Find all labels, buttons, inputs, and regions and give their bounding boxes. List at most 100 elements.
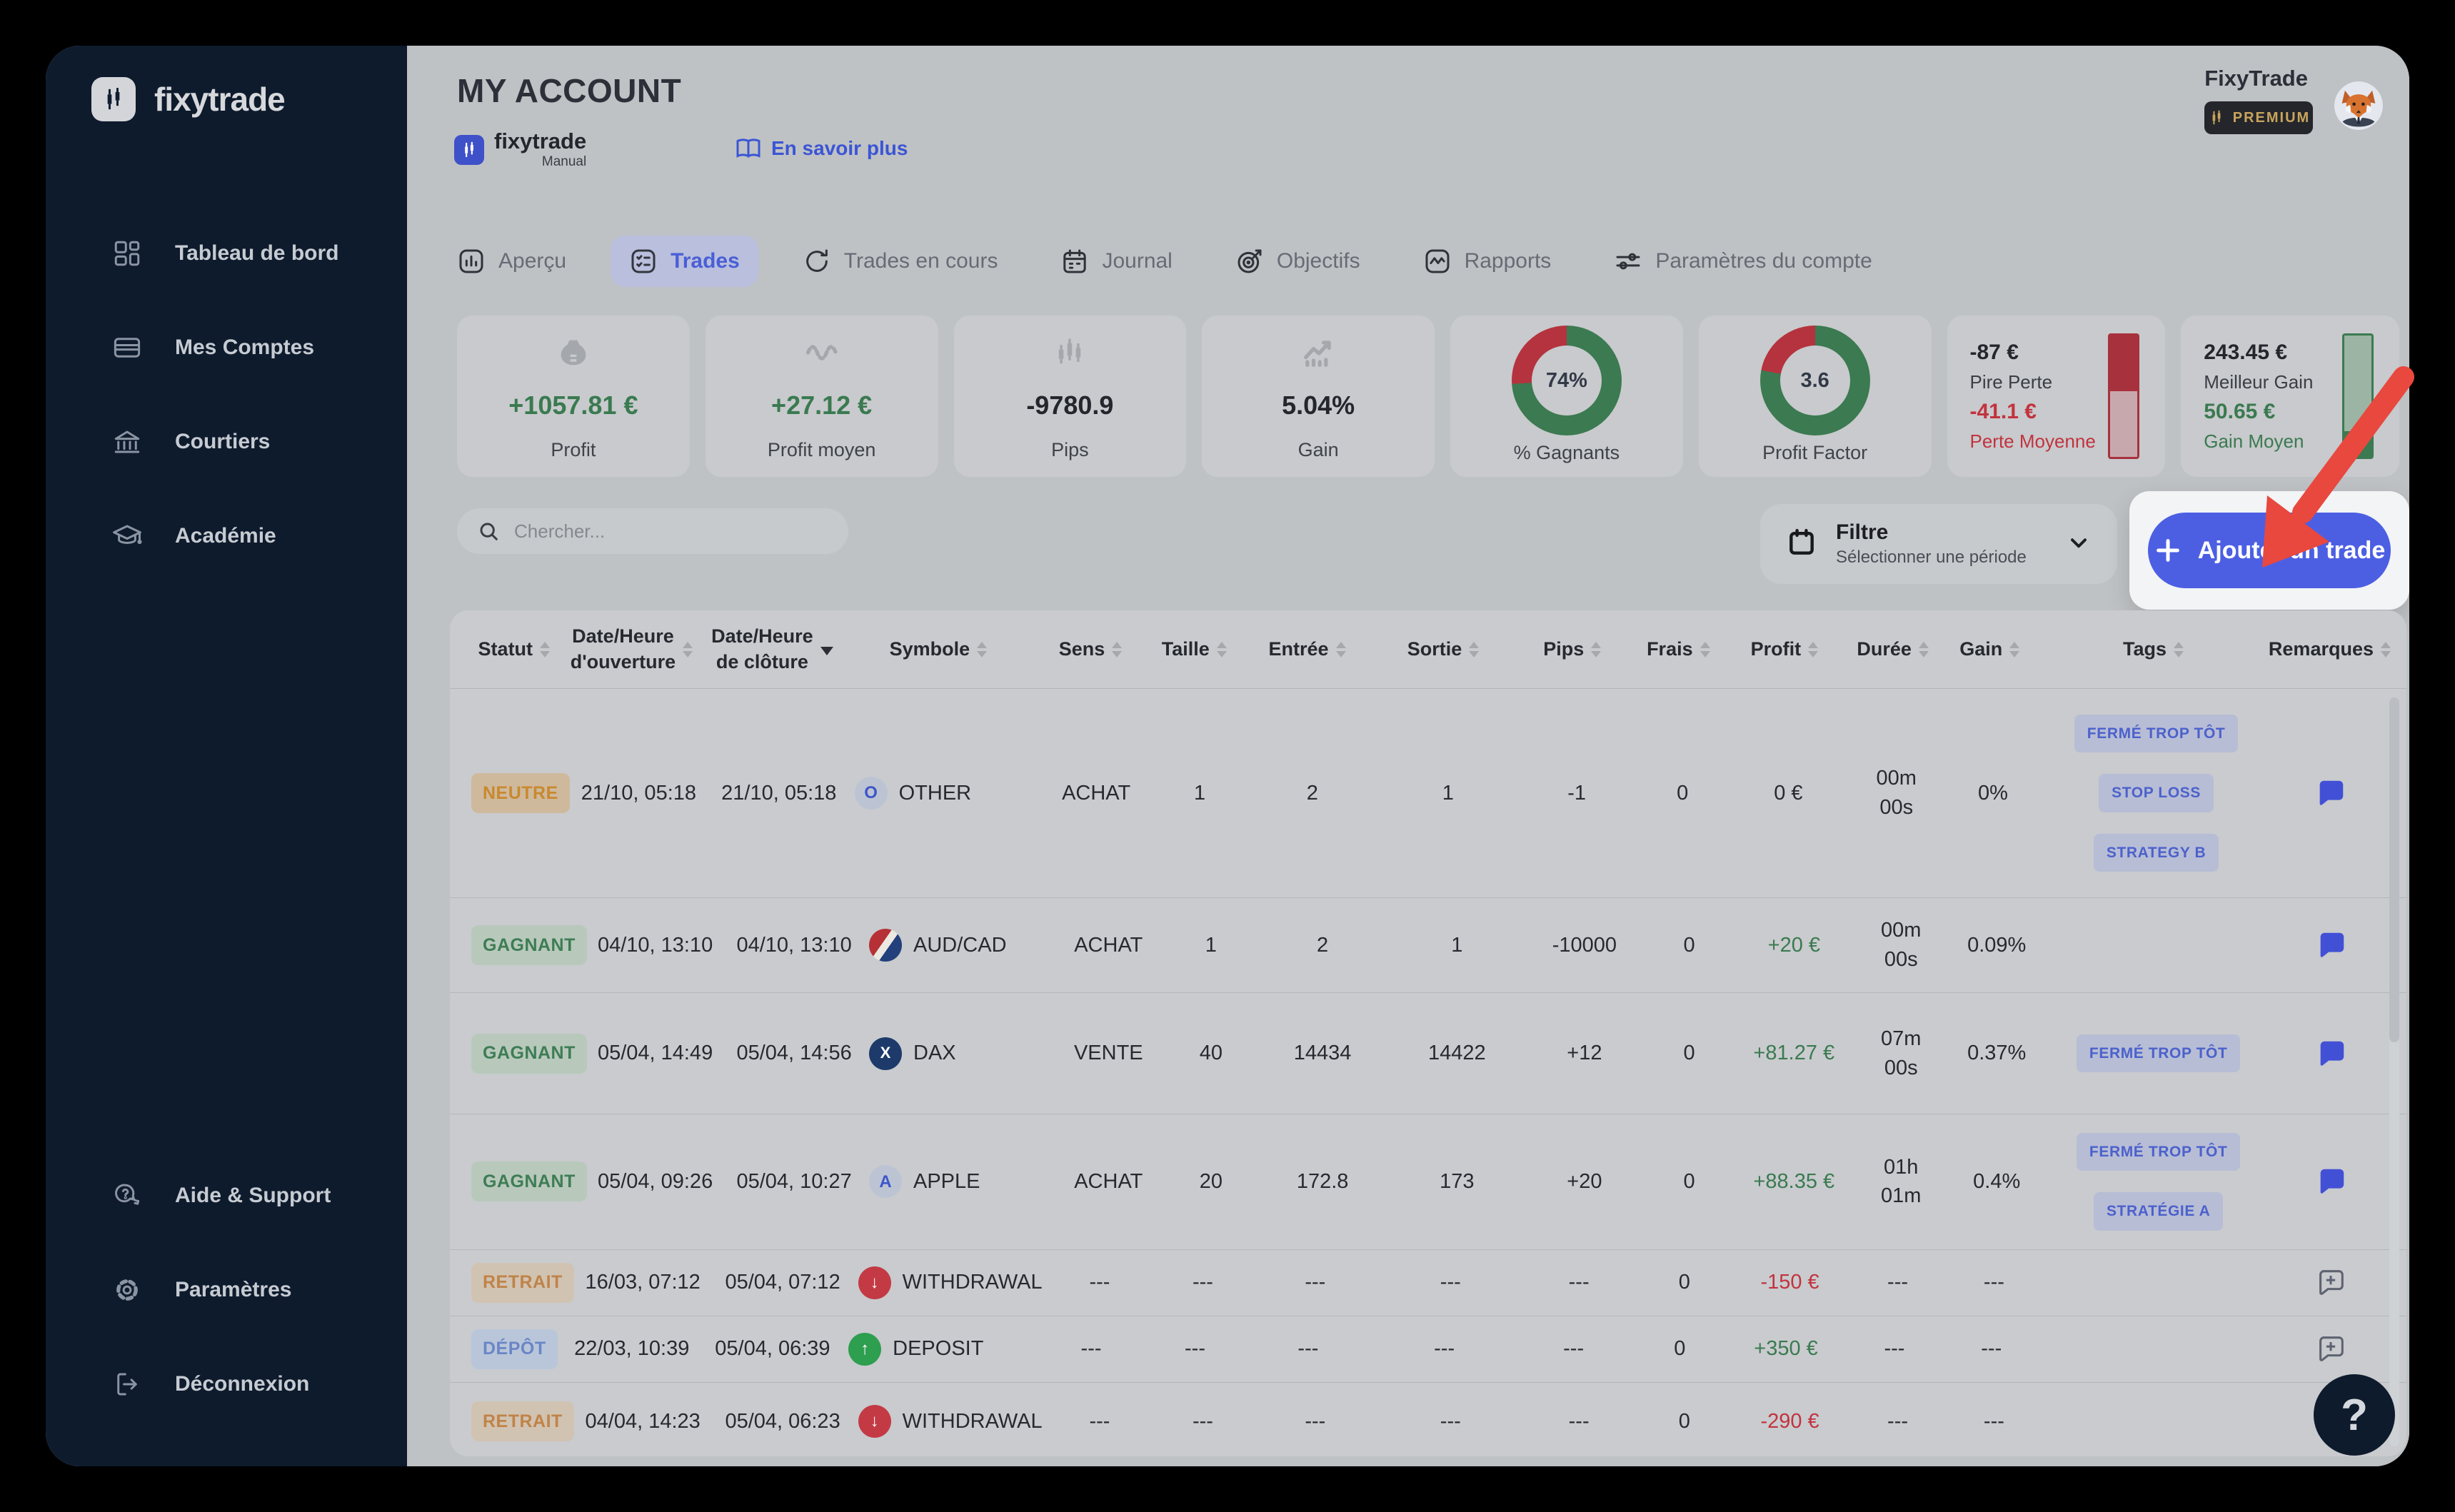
tab-parametres-du-compte[interactable]: Paramètres du compte (1595, 236, 1890, 287)
tab-apercu[interactable]: Aperçu (438, 236, 585, 287)
tab-label: Rapports (1464, 249, 1552, 273)
exit-cell: 173 (1440, 1170, 1475, 1194)
table-body: NEUTRE 21/10, 05:18 21/10, 05:18 O OTHER… (450, 689, 2406, 1456)
trade-tag: FERMÉ TROP TÔT (2076, 1133, 2241, 1171)
open-datetime-cell: 16/03, 07:12 (585, 1271, 701, 1294)
column-header-remarques[interactable]: Remarques (2269, 637, 2391, 662)
stat-label: Gain Moyen (2204, 430, 2304, 452)
trade-tag: FERMÉ TROP TÔT (2074, 714, 2239, 753)
pips-cell: --- (1568, 1271, 1590, 1294)
filter-period-button[interactable]: Filtre Sélectionner une période (1760, 504, 2117, 584)
table-row[interactable]: DÉPÔT 22/03, 10:39 05/04, 06:39 ↑ DEPOSI… (450, 1315, 2406, 1382)
sidebar-item-tableau-de-bord[interactable]: Tableau de bord (46, 228, 407, 278)
column-header-sortie[interactable]: Sortie (1374, 637, 1512, 662)
table-row[interactable]: GAGNANT 04/10, 13:10 04/10, 13:10 AUD/CA… (450, 897, 2406, 992)
entry-cell: 2 (1317, 933, 1329, 957)
table-row[interactable]: GAGNANT 05/04, 09:26 05/04, 10:27 A APPL… (450, 1114, 2406, 1249)
column-header-gain[interactable]: Gain (1941, 637, 2038, 662)
tags-cell (2044, 927, 2272, 964)
account-name: FixyTrade (2204, 66, 2308, 91)
tab-journal[interactable]: Journal (1042, 236, 1190, 287)
help-button[interactable]: ? (2314, 1374, 2395, 1456)
sort-icon (1469, 641, 1480, 657)
stat-label: Pire Perte (1969, 371, 2053, 393)
remark-cell[interactable] (2271, 777, 2391, 810)
chat-bubble-icon (2320, 1169, 2344, 1194)
brand-logo[interactable]: fixytrade (91, 77, 286, 121)
remark-cell[interactable] (2271, 1333, 2391, 1366)
column-header-sens[interactable]: Sens (1033, 637, 1148, 662)
table-row[interactable]: RETRAIT 16/03, 07:12 05/04, 07:12 ↓ WITH… (450, 1249, 2406, 1316)
sidebar-item-courtiers[interactable]: Courtiers (46, 417, 407, 467)
search-input[interactable] (513, 519, 828, 543)
remark-cell[interactable] (2272, 1037, 2391, 1070)
gain-cell: 0% (1977, 781, 2008, 805)
remark-cell[interactable] (2272, 929, 2391, 962)
loss-bar-chart (2108, 333, 2140, 459)
symbol-icon: A (869, 1165, 902, 1199)
chat-add-icon (2319, 1336, 2344, 1361)
chat-bubble-icon (2320, 1041, 2344, 1066)
gain-cell: --- (1981, 1337, 2002, 1361)
trade-tag: FERMÉ TROP TÔT (2076, 1034, 2241, 1073)
status-badge: GAGNANT (471, 1033, 587, 1074)
tab-objectifs[interactable]: Objectifs (1217, 236, 1379, 287)
column-header-entree[interactable]: Entrée (1240, 637, 1374, 662)
tags-cell (2042, 1264, 2271, 1301)
column-header-tags[interactable]: Tags (2038, 637, 2269, 662)
column-header-taille[interactable]: Taille (1148, 637, 1240, 662)
sort-icon (2381, 641, 2391, 657)
sort-icon (540, 641, 551, 657)
scrollbar-thumb[interactable] (2389, 697, 2399, 1042)
side-cell: ACHAT (1074, 933, 1143, 957)
add-trade-button[interactable]: Ajouter un trade (2148, 513, 2391, 588)
column-header-statut[interactable]: Statut (466, 637, 563, 662)
gain-cell: 0.37% (1967, 1042, 2027, 1065)
column-header-profit[interactable]: Profit (1724, 637, 1844, 662)
column-header-date-heure-cloture[interactable]: Date/Heure de clôture (701, 624, 843, 674)
side-cell: --- (1080, 1337, 1102, 1361)
column-header-frais[interactable]: Frais (1632, 637, 1724, 662)
user-avatar[interactable] (2334, 81, 2383, 130)
help-chat-icon (115, 1184, 140, 1205)
side-cell: ACHAT (1062, 781, 1131, 805)
column-header-date-heure-ouverture[interactable]: Date/Heure d'ouverture (563, 624, 701, 674)
table-row[interactable]: GAGNANT 05/04, 14:49 05/04, 14:56 X DAX … (450, 992, 2406, 1114)
status-badge: RETRAIT (471, 1401, 574, 1442)
table-row[interactable]: NEUTRE 21/10, 05:18 21/10, 05:18 O OTHER… (450, 689, 2406, 897)
sidebar-item-parametres[interactable]: Paramètres (46, 1265, 407, 1315)
product-subtitle: Manual (541, 154, 587, 169)
learn-more-link[interactable]: En savoir plus (736, 136, 908, 161)
column-header-duree[interactable]: Durée (1844, 637, 1942, 662)
sidebar-item-mes-comptes[interactable]: Mes Comptes (46, 323, 407, 373)
table-header-row: Statut Date/Heure d'ouverture Date/Heure… (450, 610, 2406, 689)
sidebar-item-deconnexion[interactable]: Déconnexion (46, 1359, 407, 1409)
sliders-icon (1616, 253, 1640, 270)
entry-cell: --- (1305, 1271, 1326, 1294)
symbol-label: DEPOSIT (893, 1337, 984, 1361)
table-row[interactable]: RETRAIT 04/04, 14:23 05/04, 06:23 ↓ WITH… (450, 1381, 2406, 1456)
brand-name: fixytrade (154, 81, 286, 118)
table-scrollbar[interactable] (2389, 697, 2399, 1446)
stat-value: +27.12 € (771, 390, 873, 420)
help-label: ? (2341, 1390, 2368, 1440)
exit-cell: 1 (1442, 781, 1454, 805)
premium-label: PREMIUM (2232, 109, 2311, 126)
tab-trades[interactable]: Trades (611, 236, 758, 287)
tab-rapports[interactable]: Rapports (1405, 236, 1570, 287)
open-datetime-cell: 05/04, 09:26 (597, 1170, 713, 1194)
entry-cell: 2 (1306, 781, 1318, 805)
sidebar-item-academie[interactable]: Académie (46, 511, 407, 561)
symbol-icon: X (869, 1037, 902, 1070)
exit-cell: --- (1440, 1271, 1461, 1294)
sort-icon (977, 641, 988, 657)
column-header-symbole[interactable]: Symbole (844, 637, 1033, 662)
symbol-icon: ↓ (858, 1266, 891, 1299)
sidebar-item-aide-support[interactable]: Aide & Support (46, 1171, 407, 1221)
open-datetime-cell: 04/04, 14:23 (585, 1409, 701, 1433)
stat-label: Gain (1297, 439, 1339, 460)
remark-cell[interactable] (2271, 1266, 2391, 1299)
remark-cell[interactable] (2272, 1165, 2391, 1198)
tab-trades-en-cours[interactable]: Trades en cours (784, 236, 1017, 287)
column-header-pips[interactable]: Pips (1512, 637, 1632, 662)
